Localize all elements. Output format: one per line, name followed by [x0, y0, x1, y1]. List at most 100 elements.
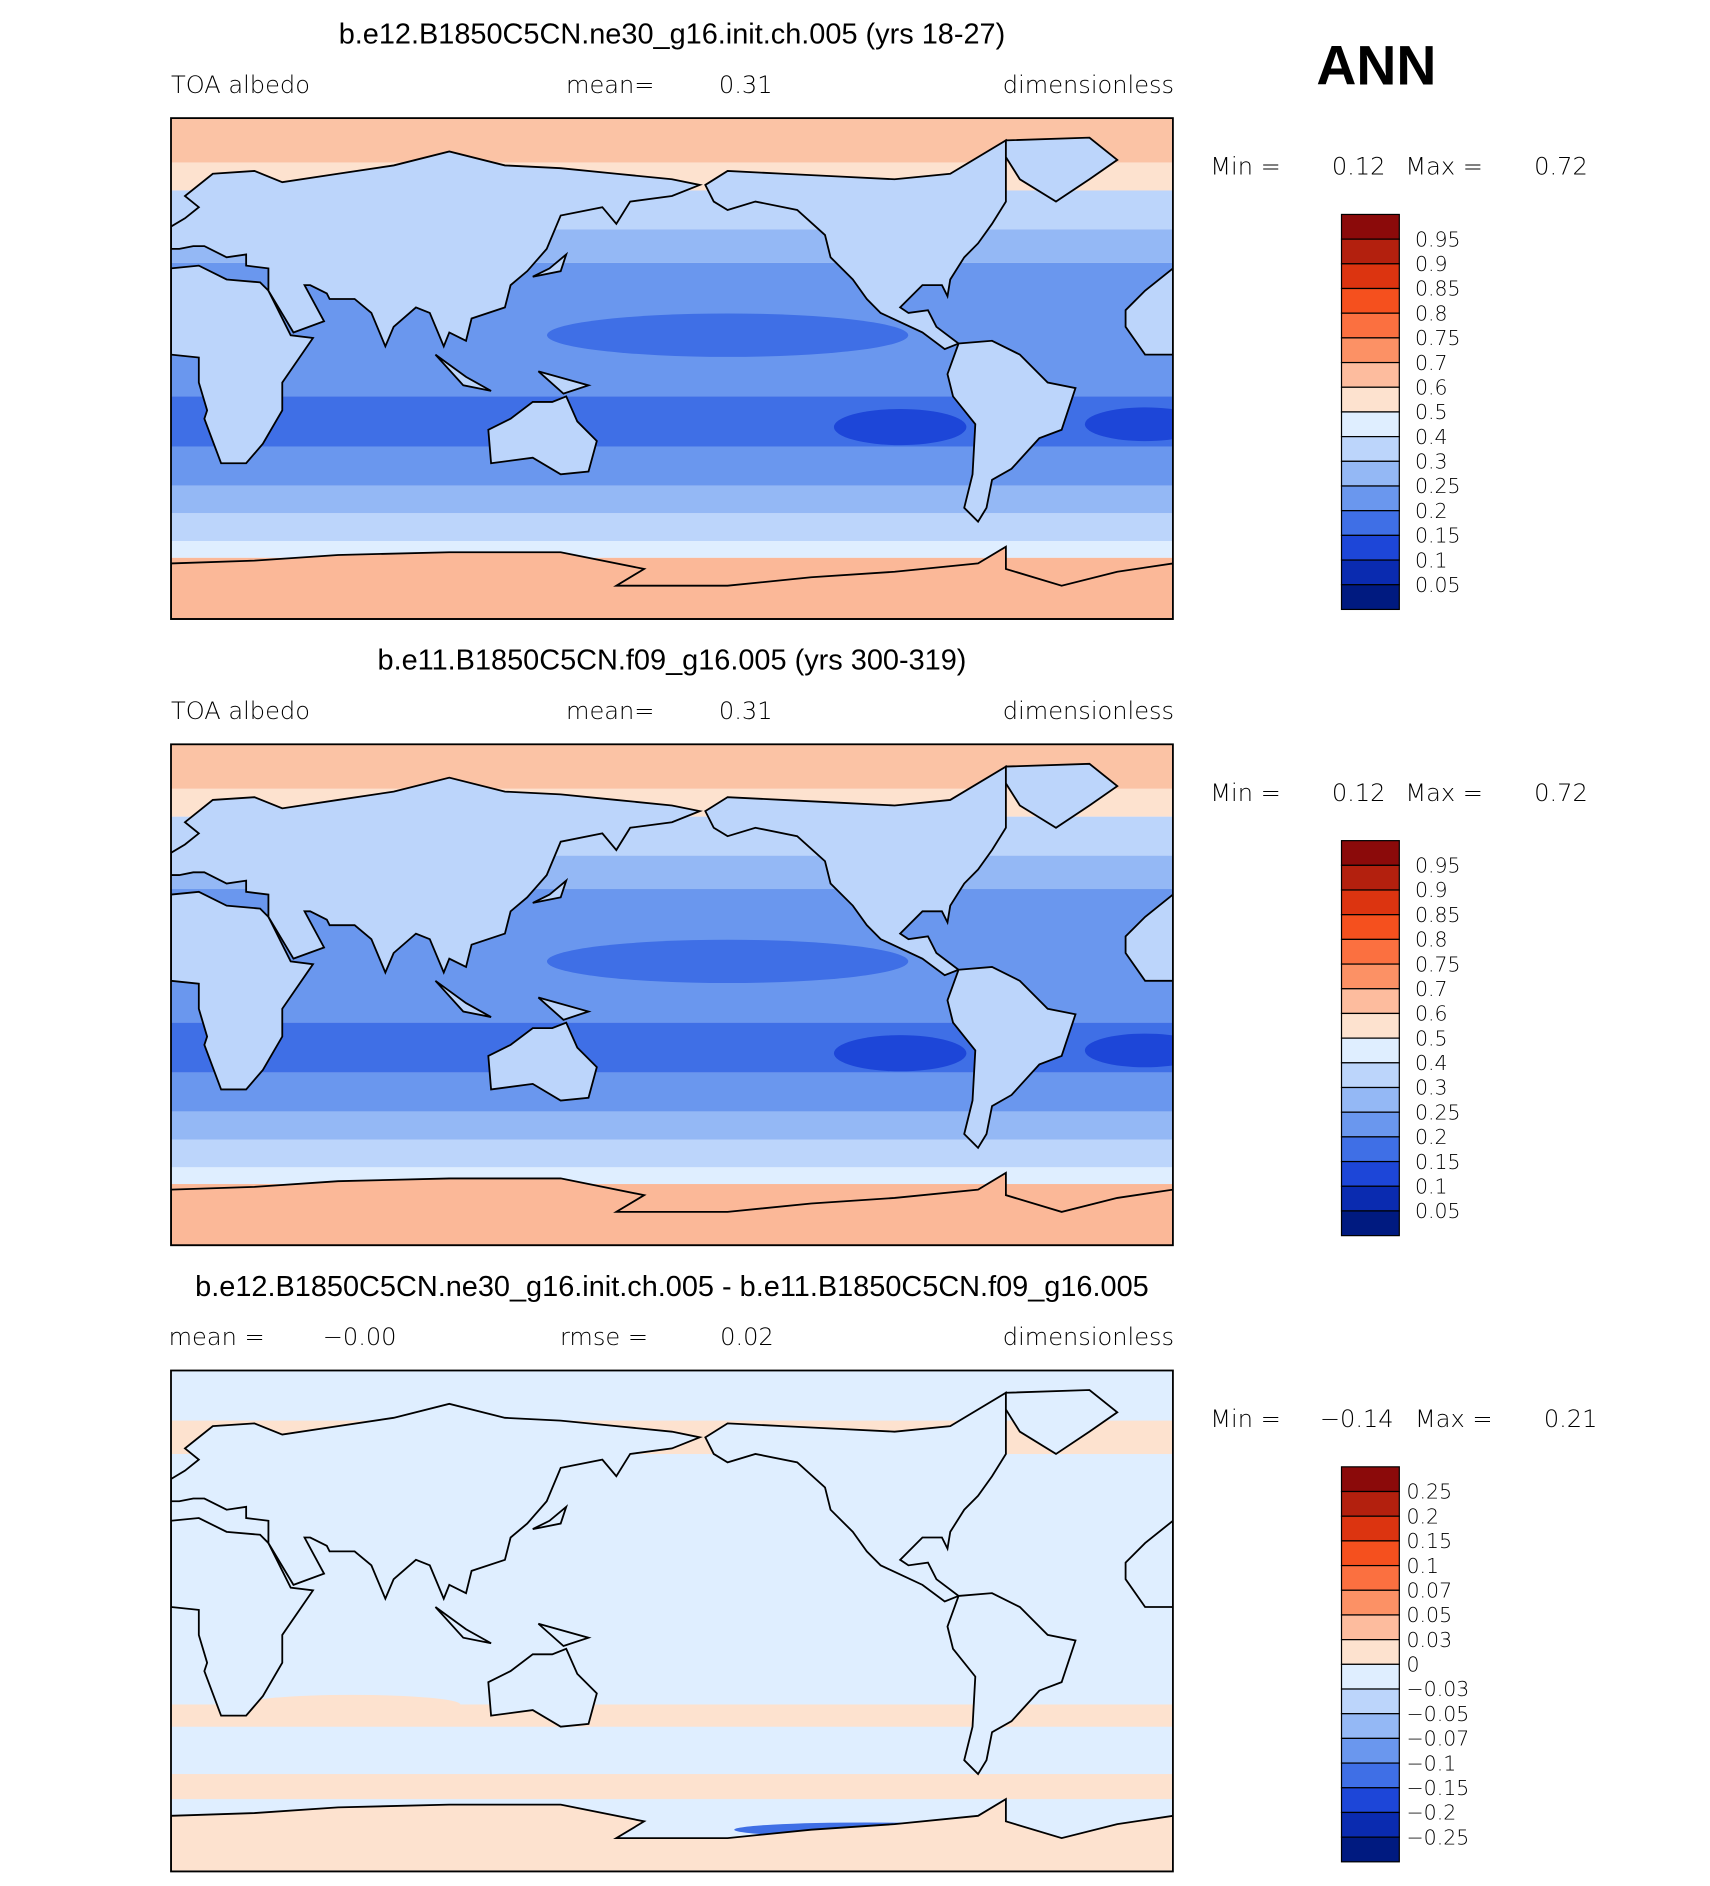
panel-subtitle: rmse =	[560, 1323, 648, 1351]
stats-text: Min =	[1210, 1405, 1281, 1433]
colorbar-label: 0.03	[1407, 1628, 1453, 1652]
colorbar-label: 0.7	[1415, 977, 1448, 1001]
colorbar-label: −0.25	[1407, 1825, 1470, 1849]
coastline	[704, 138, 1007, 351]
coastline	[704, 1391, 1007, 1603]
colorbar-box	[1340, 238, 1400, 265]
colorbar-box	[1340, 386, 1400, 413]
panel: b.e12.B1850C5CN.ne30_g16.init.ch.005 (yr…	[170, 18, 1588, 620]
colorbar-box	[1340, 1836, 1400, 1863]
colorbar-box	[1340, 1185, 1400, 1212]
colorbar-box	[1340, 1811, 1400, 1838]
colorbar-label: −0.1	[1407, 1751, 1457, 1775]
map-frame	[170, 117, 1174, 620]
colorbar-label: 0.75	[1415, 952, 1461, 976]
panel-subtitle: TOA albedo	[171, 697, 310, 725]
coastline	[487, 1021, 598, 1102]
panel-subtitle: mean=	[566, 71, 654, 99]
colorbar-box	[1340, 1515, 1400, 1542]
panel-subtitle: mean =	[169, 1323, 265, 1351]
colorbar-label: 0.4	[1415, 1051, 1448, 1075]
map-band	[171, 1139, 1173, 1168]
panel-subtitle: 0.02	[720, 1323, 774, 1351]
coastline	[171, 1517, 315, 1717]
coastline	[487, 395, 598, 476]
panel-subtitle: TOA albedo	[171, 71, 310, 99]
colorbar-label: 0.4	[1415, 425, 1448, 449]
colorbar-label: 0.3	[1415, 1076, 1448, 1100]
colorbar-label: 0.95	[1415, 227, 1461, 251]
coastline	[171, 150, 703, 349]
colorbar-label: 0.85	[1415, 277, 1461, 301]
colorbar-box	[1340, 938, 1400, 965]
colorbar-label: 0.8	[1415, 928, 1448, 952]
colorbar-box	[1340, 411, 1400, 438]
colorbar-box	[1340, 1639, 1400, 1665]
map	[171, 118, 1173, 620]
coastline	[1124, 267, 1173, 356]
panel-subtitle: dimensionless	[1003, 697, 1174, 725]
coastline	[171, 545, 1173, 620]
colorbar-label: 0.6	[1415, 375, 1448, 399]
colorbar-box	[1340, 361, 1400, 388]
colorbar-box	[1340, 534, 1400, 561]
coastline	[434, 353, 492, 392]
stats-text: Min =	[1210, 153, 1281, 181]
coastline	[171, 890, 315, 1091]
colorbar-label: 0.8	[1415, 301, 1448, 325]
colorbar-label: 0.07	[1407, 1578, 1453, 1602]
colorbar-box	[1340, 988, 1400, 1015]
colorbar-box	[1340, 1737, 1400, 1764]
panel-subtitle: 0.31	[719, 71, 773, 99]
panel: b.e11.B1850C5CN.f09_g16.005 (yrs 300-319…	[170, 645, 1588, 1247]
colorbar-box	[1340, 287, 1400, 314]
coastline	[171, 1797, 1173, 1872]
colorbar-box	[1340, 1787, 1400, 1814]
map	[171, 744, 1173, 1246]
colorbar-box	[1340, 840, 1400, 866]
colorbar-box	[1340, 914, 1400, 940]
colorbar-box	[1340, 1564, 1400, 1591]
colorbar-label: 0.2	[1415, 499, 1448, 523]
colorbar-box	[1340, 1762, 1400, 1789]
colorbar-label: 0	[1407, 1653, 1420, 1677]
colorbar-box	[1340, 889, 1400, 916]
colorbar-box	[1340, 1062, 1400, 1089]
colorbar-label: 0.05	[1407, 1603, 1453, 1627]
colorbar-label: 0.9	[1415, 878, 1448, 902]
colorbar-label: 0.7	[1415, 351, 1448, 375]
panel-subtitle: mean=	[566, 697, 654, 725]
stats-text: 0.72	[1534, 779, 1588, 807]
colorbar-box	[1340, 584, 1400, 611]
coastline	[171, 1402, 703, 1602]
map	[171, 1370, 1173, 1872]
colorbar-box	[1340, 1466, 1400, 1493]
map-band	[171, 1111, 1173, 1140]
colorbar-label: 0.5	[1415, 400, 1448, 424]
colorbar-box	[1340, 1111, 1400, 1138]
stats-text: 0.72	[1534, 153, 1588, 181]
colorbar-label: −0.15	[1407, 1776, 1470, 1800]
colorbar-box	[1340, 1210, 1400, 1237]
colorbar-box	[1340, 312, 1400, 339]
colorbar-box	[1340, 963, 1400, 990]
stats-text: Min =	[1210, 779, 1281, 807]
colorbar-box	[1340, 1037, 1400, 1064]
colorbar-box	[1340, 1713, 1400, 1739]
coastline	[434, 980, 492, 1018]
coastline	[487, 1647, 598, 1728]
colorbar-label: −0.2	[1407, 1801, 1457, 1825]
panel-title: b.e12.B1850C5CN.ne30_g16.init.ch.005 - b…	[195, 1271, 1149, 1303]
panel-subtitle: −0.00	[323, 1323, 397, 1351]
colorbar-box	[1340, 510, 1400, 536]
panel-subtitle: dimensionless	[1003, 71, 1174, 99]
colorbar-label: 0.95	[1415, 854, 1461, 878]
colorbar-box	[1340, 1540, 1400, 1567]
panel-subtitle: 0.31	[719, 697, 773, 725]
map-band	[171, 513, 1173, 542]
coastline	[171, 1171, 1173, 1246]
coastline	[1004, 762, 1119, 829]
colorbar-label: 0.2	[1407, 1504, 1440, 1528]
colorbar-label: −0.03	[1407, 1677, 1470, 1701]
